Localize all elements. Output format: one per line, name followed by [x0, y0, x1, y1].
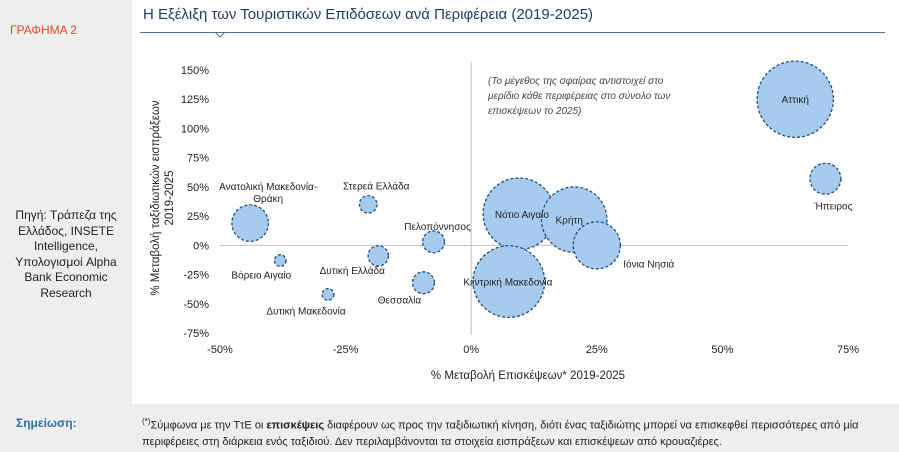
sidebar-panel	[0, 0, 132, 404]
y-axis-title: % Μεταβολή ταξιδιωτικών εισπράξεων 2019-2…	[150, 100, 176, 296]
bubble-Ανατολική Μακεδονία-Θράκη	[231, 204, 270, 243]
note-label: Σημείωση:	[16, 416, 77, 430]
bubble-layer	[231, 60, 842, 319]
bubble-Βόρειο Αιγαίο	[273, 254, 287, 268]
bubble-Ήπειρος	[809, 162, 842, 195]
y-axis-title-line2: 2019-2025	[164, 171, 176, 226]
bubble-label: Στερεά Ελλάδα	[343, 180, 410, 192]
bubble-label: Αττική	[782, 94, 809, 106]
y-tick-label: 100%	[181, 123, 209, 135]
note-text-after: διαφέρουν ως προς την ταξιδιωτική κίνηση…	[142, 419, 859, 448]
chart-title: Η Εξέλιξη των Τουριστικών Επιδόσεων ανά …	[143, 6, 594, 23]
bubble-label: Δυτική Ελλάδα	[320, 265, 386, 277]
note-text: (*)Σύμφωνα με την ΤτΕ οι επισκέψεις διαφ…	[142, 414, 894, 450]
bubble-Πελοπόννησος	[421, 230, 446, 254]
bubble-label: Κρήτη	[555, 215, 582, 227]
bubble-label: Ιόνια Νησιά	[623, 258, 674, 270]
y-tick-label: -25%	[183, 270, 209, 282]
bubble-label: Ανατολική Μακεδονία-	[219, 181, 317, 193]
bubble-label: Θράκη	[253, 193, 283, 205]
y-tick-label: 0%	[193, 240, 209, 252]
y-tick-label: 25%	[187, 211, 209, 223]
y-tick-label: 150%	[181, 65, 209, 77]
bubble-Αττική	[756, 60, 835, 139]
bubble-label: Ήπειρος	[813, 202, 852, 213]
note-bar	[0, 404, 899, 452]
bubble-Δυτική Μακεδονία	[321, 287, 335, 301]
bubble-label: Πελοπόννησος	[404, 221, 471, 233]
y-axis-title-line1: % Μεταβολή ταξιδιωτικών εισπράξεων	[150, 100, 162, 296]
source-text: Πηγή: Τράπεζα της Ελλάδος, INSETE Intell…	[15, 208, 117, 300]
bubble-Ιόνια Νησιά	[572, 221, 622, 270]
x-tick-label: 75%	[837, 344, 859, 356]
bubble-Θεσσαλία	[411, 271, 436, 295]
bubble-label: Κεντρική Μακεδονία	[463, 277, 552, 289]
x-tick-label: -25%	[333, 344, 359, 356]
bubble-label: Δυτική Μακεδονία	[266, 305, 346, 317]
note-bold-term: επισκέψεις	[266, 419, 325, 432]
y-tick-label: 125%	[181, 94, 209, 106]
title-rule	[140, 32, 885, 33]
size-annotation-line: μερίδιο κάθε περιφέρειας στο σύνολο των	[487, 90, 670, 102]
bubble-Στερεά Ελλάδα	[358, 194, 378, 214]
x-tick-label: 0%	[463, 344, 479, 356]
label-layer: (Το μέγεθος της σφαίρας αντιστοιχεί στο μ…	[219, 75, 852, 317]
y-tick-label: -50%	[183, 299, 209, 311]
bubble-label: Βόρειο Αιγαίο	[231, 270, 291, 282]
bubble-Κεντρική Μακεδονία	[472, 245, 546, 319]
size-annotation-line: επισκέψεων το 2025)	[488, 105, 582, 117]
y-tick-label: 75%	[187, 153, 209, 165]
y-tick-label: 50%	[187, 182, 209, 194]
size-annotation-line: (Το μέγεθος της σφαίρας αντιστοιχεί στο	[488, 75, 664, 87]
bubble-label: Θεσσαλία	[378, 295, 422, 307]
note-text-before: Σύμφωνα με την ΤτΕ οι	[150, 419, 267, 432]
axes-layer: 150% 125% 100% 75% 50% 25% 0% -25% -50% -75% -50% -…	[150, 62, 859, 382]
x-tick-label: 25%	[586, 344, 608, 356]
figure-number-label: ΓΡΑΦΗΜΑ 2	[10, 23, 77, 37]
y-tick-label: -75%	[183, 328, 209, 340]
x-axis-title: % Μεταβολή Επισκέψεων* 2019-2025	[431, 370, 625, 382]
bubble-Δυτική Ελλάδα	[367, 245, 390, 267]
bubble-chart: 150% 125% 100% 75% 50% 25% 0% -25% -50% -75% -50% -…	[150, 60, 859, 382]
title-rule-tick	[215, 32, 225, 38]
x-tick-label: 50%	[711, 344, 733, 356]
bubble-label: Νότιο Αιγαίο	[495, 209, 549, 221]
note-marker: (*)	[142, 417, 151, 426]
x-tick-label: -50%	[207, 344, 233, 356]
